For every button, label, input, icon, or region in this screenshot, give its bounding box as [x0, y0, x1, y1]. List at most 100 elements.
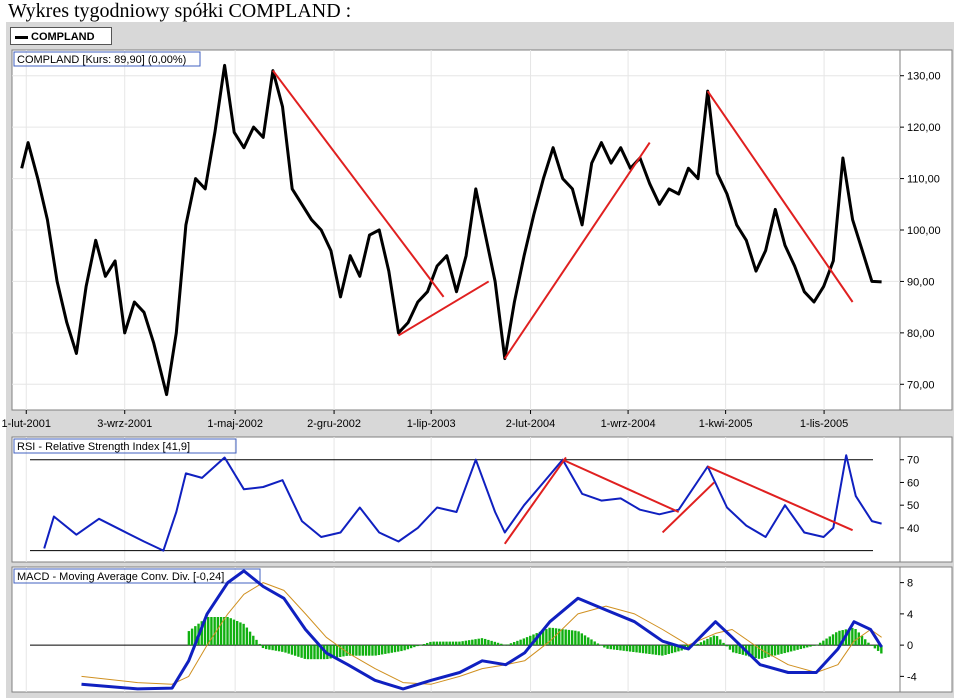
macd-histogram-bar: [261, 645, 265, 649]
macd-histogram-bar: [748, 645, 751, 657]
macd-histogram-bar: [619, 645, 622, 651]
rsi-line: [43, 454, 882, 552]
macd-histogram-bar: [190, 628, 194, 646]
macd-histogram-bar: [477, 638, 480, 646]
macd-histogram-bar: [281, 645, 284, 652]
panel-title: COMPLAND [Kurs: 89,90] (0,00%): [17, 54, 186, 66]
macd-histogram-bar: [880, 645, 883, 654]
macd-histogram-bar: [709, 637, 712, 646]
y-tick-label: 0: [907, 640, 913, 652]
trendline: [503, 456, 567, 545]
macd-histogram-bar: [825, 638, 828, 646]
macd-histogram-bar: [200, 621, 203, 646]
macd-histogram-bar: [426, 642, 429, 646]
macd-histogram-bar: [789, 645, 793, 652]
macd-histogram-bar: [342, 645, 345, 657]
macd-histogram-bar: [809, 645, 812, 647]
macd-histogram-bar: [232, 619, 236, 646]
macd-histogram-bar: [487, 639, 490, 646]
macd-histogram-bar: [828, 636, 832, 646]
macd-histogram-bar: [738, 645, 741, 655]
macd-histogram-bar: [847, 628, 851, 646]
macd-histogram-bar: [242, 623, 245, 646]
macd-histogram-bar: [725, 645, 728, 647]
macd-histogram-bar: [461, 641, 464, 646]
macd-histogram-bar: [731, 645, 735, 653]
macd-histogram-bar: [719, 639, 722, 646]
macd-histogram-bar: [380, 645, 384, 655]
macd-histogram-bar: [400, 645, 403, 652]
macd-histogram-bar: [606, 645, 609, 649]
macd-histogram-bar: [593, 641, 596, 646]
macd-histogram-bar: [873, 645, 877, 649]
macd-histogram-bar: [645, 645, 648, 654]
macd-histogram-bar: [548, 627, 551, 646]
macd-histogram-bar: [506, 644, 509, 646]
macd-histogram-bar: [467, 640, 471, 646]
macd-histogram-bar: [252, 635, 255, 646]
macd-histogram-bar: [509, 643, 513, 646]
macd-histogram-bar: [229, 618, 232, 646]
x-tick-label: 2-lut-2004: [506, 418, 556, 430]
x-tick-label: 1-kwi-2005: [699, 418, 753, 430]
macd-histogram-bar: [706, 638, 709, 646]
macd-histogram-bar: [310, 645, 313, 660]
macd-histogram-bar: [313, 645, 316, 660]
macd-histogram-bar: [355, 645, 358, 656]
macd-histogram-bar: [777, 645, 780, 655]
macd-histogram-bar: [419, 645, 422, 646]
macd-histogram-bar: [767, 645, 770, 658]
macd-histogram-bar: [448, 641, 451, 646]
macd-histogram-bar: [416, 645, 419, 647]
macd-histogram-bar: [696, 643, 699, 646]
y-axis-area: [899, 436, 953, 563]
macd-histogram-bar: [551, 627, 555, 646]
macd-histogram-bar: [268, 645, 271, 650]
macd-histogram-bar: [603, 645, 606, 648]
macd-histogram-bar: [670, 645, 674, 654]
y-tick-label: 8: [907, 578, 913, 590]
macd-histogram-bar: [857, 632, 860, 646]
macd-histogram-bar: [351, 645, 355, 656]
macd-histogram-bar: [616, 645, 619, 651]
macd-histogram-bar: [838, 630, 841, 646]
macd-histogram-bar: [628, 645, 632, 652]
macd-histogram-bar: [796, 645, 799, 650]
macd-histogram-bar: [496, 642, 500, 646]
macd-histogram-bar: [348, 645, 352, 656]
macd-histogram-bar: [851, 627, 854, 646]
macd-histogram-bar: [319, 645, 323, 660]
macd-histogram-bar: [609, 645, 612, 650]
macd-histogram-bar: [760, 645, 764, 659]
macd-histogram-bar: [558, 628, 561, 646]
macd-histogram-bar: [213, 617, 216, 646]
legend-swatch: [15, 35, 28, 39]
x-tick-label: 3-wrz-2001: [97, 418, 152, 430]
macd-histogram-bar: [835, 632, 838, 646]
y-tick-label: 120,00: [907, 122, 941, 134]
macd-histogram-bar: [641, 645, 645, 654]
y-tick-label: -4: [907, 671, 917, 683]
x-tick-label: 1-lis-2005: [800, 418, 848, 430]
macd-histogram-bar: [722, 642, 725, 646]
macd-histogram-bar: [271, 645, 274, 651]
macd-histogram-bar: [712, 635, 716, 646]
macd-histogram-bar: [667, 645, 670, 655]
macd-histogram-bar: [693, 645, 696, 646]
panel-title-box: [13, 51, 201, 67]
y-tick-label: 80,00: [907, 328, 935, 340]
macd-histogram-bar: [806, 645, 809, 648]
macd-histogram-bar: [438, 641, 442, 646]
macd-histogram-bar: [715, 636, 719, 646]
macd-histogram-bar: [397, 645, 400, 652]
macd-histogram-bar: [780, 645, 783, 654]
macd-histogram-bar: [580, 633, 584, 646]
macd-histogram-bar: [371, 645, 374, 656]
y-tick-label: 110,00: [907, 174, 940, 186]
macd-histogram-bar: [516, 640, 519, 646]
trendline: [397, 280, 490, 337]
macd-histogram-bar: [661, 645, 664, 656]
macd-histogram-bar: [541, 630, 545, 646]
macd-histogram-bar: [368, 645, 371, 656]
macd-histogram-bar: [490, 640, 493, 646]
